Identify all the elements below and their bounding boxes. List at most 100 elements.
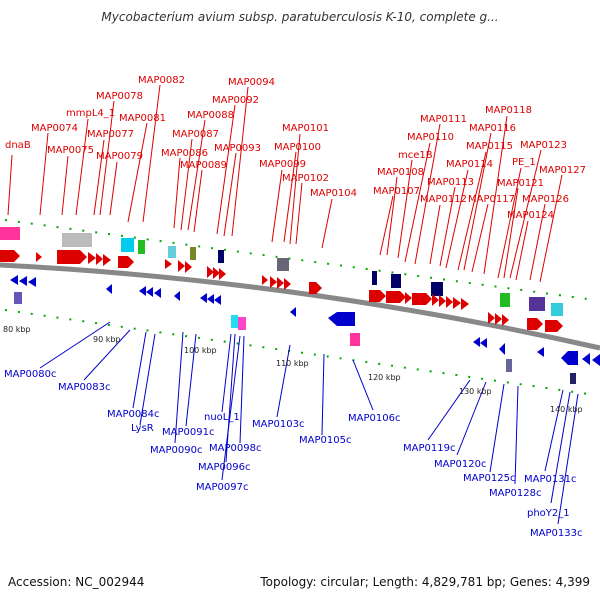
forward-gene-label: MAP0116 <box>469 123 516 134</box>
forward-gene-label: MAP0077 <box>87 129 134 140</box>
forward-arrow <box>488 312 495 324</box>
forward-gene-label: MAP0094 <box>228 77 275 88</box>
forward-gene-label: MAP0086 <box>161 148 208 159</box>
forward-arrow <box>405 292 412 304</box>
forward-gene-label: MAP0074 <box>31 123 78 134</box>
forward-arrow <box>262 275 268 285</box>
navy-feature <box>218 250 224 263</box>
cyan-feature <box>168 246 176 258</box>
forward-arrow <box>96 253 103 265</box>
forward-gene-label: MAP0118 <box>485 105 532 116</box>
forward-gene-label: MAP0089 <box>180 160 227 171</box>
reverse-gene-label: MAP0120c <box>434 459 486 470</box>
forward-gene-label: MAP0082 <box>138 75 185 86</box>
reverse-features <box>10 275 600 384</box>
forward-arrow <box>270 276 277 288</box>
forward-gene-label: MAP0079 <box>96 151 143 162</box>
scale-label: 90 kbp <box>93 335 121 344</box>
forward-gene-label: MAP0108 <box>377 167 424 178</box>
reverse-gene-label: MAP0131c <box>524 474 576 485</box>
forward-features <box>0 227 563 332</box>
olive-feature <box>190 247 196 260</box>
forward-gene-label: mmpL4_1 <box>66 108 115 119</box>
scale-label: 100 kbp <box>184 346 217 355</box>
forward-gene-label: MAP0093 <box>214 143 261 154</box>
forward-arrow <box>88 252 96 264</box>
reverse-arrow <box>328 312 355 326</box>
reverse-gene-label: MAP0125c <box>463 473 515 484</box>
forward-gene-label: MAP0113 <box>427 177 474 188</box>
forward-arrow <box>178 260 185 272</box>
forward-gene-label: MAP0087 <box>172 129 219 140</box>
forward-gene-label: MAP0092 <box>212 95 259 106</box>
topology-label: Topology: circular; Length: 4,829,781 bp… <box>260 575 590 589</box>
scale-labels: 80 kbp 90 kbp 100 kbp 110 kbp 120 kbp 130 kbp… <box>3 325 583 414</box>
reverse-arrow <box>19 276 27 286</box>
slate-feature <box>506 359 512 372</box>
forward-gene-label: MAP0102 <box>282 173 329 184</box>
forward-arrow <box>386 291 406 303</box>
purple-feature <box>529 297 545 311</box>
forward-gene-label: MAP0100 <box>274 142 321 153</box>
reverse-gene-label: MAP0119c <box>403 443 455 454</box>
accession-label: Accession: NC_002944 <box>8 575 145 589</box>
reverse-gene-label: nuoL_1 <box>204 412 240 423</box>
forward-gene-label: MAP0078 <box>96 91 143 102</box>
forward-label-leaders <box>7 84 563 283</box>
reverse-gene-label: MAP0103c <box>252 419 304 430</box>
forward-arrow <box>453 297 461 309</box>
reverse-arrow <box>499 343 505 355</box>
reverse-gene-label: MAP0097c <box>196 482 248 493</box>
forward-gene-label: MAP0117 <box>468 194 515 205</box>
forward-gene-label: MAP0127 <box>539 165 586 176</box>
forward-arrow <box>118 256 134 268</box>
reverse-arrow <box>537 347 544 357</box>
forward-arrow <box>527 318 543 330</box>
forward-gene-label: MAP0075 <box>47 145 94 156</box>
reverse-arrow <box>592 354 600 366</box>
reverse-arrow <box>200 293 207 303</box>
reverse-arrow <box>139 286 146 296</box>
reverse-gene-label: MAP0106c <box>348 413 400 424</box>
forward-arrow <box>369 290 386 302</box>
pink-feature <box>350 333 360 346</box>
forward-arrow <box>185 261 192 273</box>
forward-gene-label: MAP0088 <box>187 110 234 121</box>
forward-arrow <box>213 267 220 279</box>
reverse-arrow <box>290 307 296 317</box>
reverse-label-leaders <box>39 321 579 525</box>
reverse-gene-label: MAP0098c <box>209 443 261 454</box>
cyan-feature <box>231 315 238 328</box>
forward-gene-label: MAP0104 <box>310 188 357 199</box>
reverse-gene-label: MAP0090c <box>150 445 202 456</box>
reverse-arrow <box>207 294 214 304</box>
forward-gene-label: MAP0112 <box>420 194 467 205</box>
reverse-gene-label: MAP0128c <box>489 488 541 499</box>
reverse-arrow <box>10 275 18 285</box>
pink-feature <box>0 227 20 240</box>
forward-gene-label: MAP0110 <box>407 132 454 143</box>
reverse-arrow <box>106 284 112 294</box>
reverse-gene-label: MAP0105c <box>299 435 351 446</box>
scale-label: 80 kbp <box>3 325 31 334</box>
forward-gene-label: MAP0121 <box>497 178 544 189</box>
forward-gene-label: MAP0081 <box>119 113 166 124</box>
purple-feature <box>14 292 22 304</box>
forward-arrow <box>36 252 42 262</box>
scale-label: 140 kbp <box>550 405 583 414</box>
navy-feature <box>391 274 401 288</box>
forward-gene-label: PE_1 <box>512 157 536 168</box>
cyan-feature <box>551 303 563 316</box>
forward-arrow <box>219 268 226 280</box>
forward-arrow <box>495 313 502 325</box>
reverse-arrow <box>473 337 480 347</box>
reverse-arrow <box>174 291 180 301</box>
forward-gene-label: MAP0107 <box>373 186 420 197</box>
reverse-gene-label: LysR <box>131 423 154 434</box>
navy-feature <box>570 373 576 384</box>
forward-gene-label: dnaB <box>5 140 31 151</box>
forward-gene-label: MAP0114 <box>446 159 493 170</box>
navy-feature <box>372 271 377 285</box>
